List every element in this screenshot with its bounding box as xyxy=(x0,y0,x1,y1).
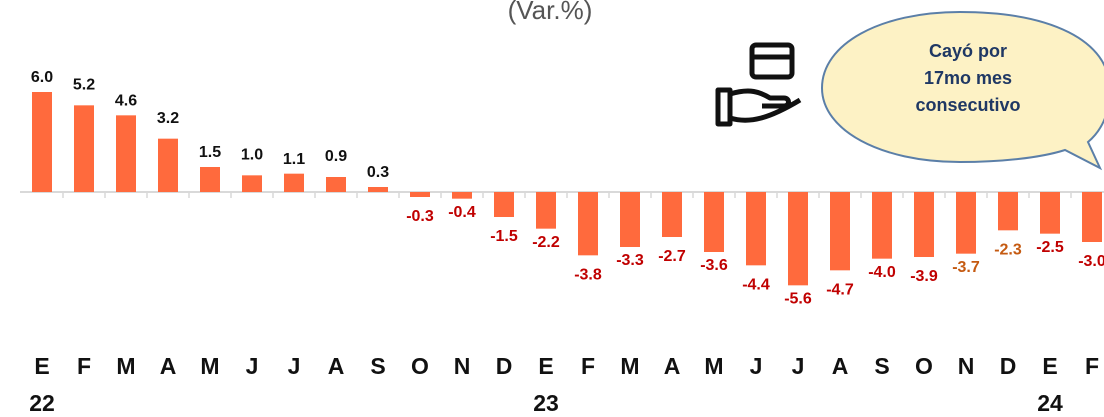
x-tick-label: E xyxy=(1042,353,1057,379)
x-tick-label: A xyxy=(832,353,849,379)
x-tick-label: M xyxy=(704,353,723,379)
bar xyxy=(746,192,766,266)
x-tick-label: F xyxy=(1085,353,1099,379)
value-label: 5.2 xyxy=(73,77,95,94)
bar xyxy=(788,192,808,286)
x-tick-label: D xyxy=(496,353,513,379)
value-label: -2.2 xyxy=(532,234,560,251)
value-label: 1.5 xyxy=(199,144,221,161)
value-label: -3.3 xyxy=(616,252,644,269)
bar xyxy=(998,192,1018,231)
bar xyxy=(116,115,136,192)
bar xyxy=(620,192,640,247)
x-tick-label: S xyxy=(370,353,385,379)
value-label: 1.0 xyxy=(241,147,263,164)
value-label: -3.9 xyxy=(910,268,938,285)
bar xyxy=(914,192,934,257)
value-label: -4.0 xyxy=(868,264,896,281)
bar xyxy=(368,187,388,192)
x-tick-label: E xyxy=(34,353,49,379)
value-label: 6.0 xyxy=(31,69,53,86)
bar xyxy=(494,192,514,217)
value-label: 0.3 xyxy=(367,164,389,181)
chart-title: (Var.%) xyxy=(508,0,593,25)
x-tick-label: J xyxy=(246,353,259,379)
year-label: 24 xyxy=(1037,390,1063,416)
x-tick-label: O xyxy=(915,353,933,379)
bar xyxy=(200,167,220,192)
value-label: -3.0 xyxy=(1078,253,1104,270)
value-label: -0.3 xyxy=(406,208,434,225)
bar xyxy=(158,138,178,192)
bar xyxy=(704,192,724,252)
card-hand-icon xyxy=(715,42,802,127)
x-tick-label: O xyxy=(411,353,429,379)
x-tick-label: F xyxy=(77,353,91,379)
value-label: -3.7 xyxy=(952,259,980,276)
bar xyxy=(452,192,472,199)
bar xyxy=(1040,192,1060,234)
value-label: -1.5 xyxy=(490,228,518,245)
bar xyxy=(830,192,850,271)
value-label: 3.2 xyxy=(157,110,179,127)
x-tick-label: M xyxy=(116,353,135,379)
x-tick-label: M xyxy=(200,353,219,379)
value-label: 0.9 xyxy=(325,148,347,165)
x-tick-label: S xyxy=(874,353,889,379)
x-tick-label: D xyxy=(1000,353,1017,379)
bar xyxy=(326,177,346,192)
bar xyxy=(662,192,682,237)
bar xyxy=(242,175,262,192)
bar xyxy=(410,192,430,197)
x-tick-label: J xyxy=(288,353,301,379)
value-label: -0.4 xyxy=(448,204,476,221)
bar xyxy=(284,173,304,192)
x-tick-label: N xyxy=(454,353,471,379)
x-tick-label: F xyxy=(581,353,595,379)
bar xyxy=(74,105,94,192)
value-label: -4.7 xyxy=(826,282,854,299)
x-tick-label: J xyxy=(750,353,763,379)
year-label: 22 xyxy=(29,390,55,416)
bar xyxy=(536,192,556,229)
x-tick-label: M xyxy=(620,353,639,379)
value-label: -5.6 xyxy=(784,291,812,308)
year-label: 23 xyxy=(533,390,559,416)
x-tick-label: A xyxy=(160,353,177,379)
value-label: -3.8 xyxy=(574,267,602,284)
value-label: -2.3 xyxy=(994,242,1022,259)
x-tick-label: A xyxy=(328,353,345,379)
callout-text: consecutivo xyxy=(915,95,1020,115)
value-label: -3.6 xyxy=(700,257,728,274)
bar xyxy=(872,192,892,259)
bar xyxy=(956,192,976,254)
value-label: -2.5 xyxy=(1036,239,1064,256)
callout-text: 17mo mes xyxy=(924,68,1012,88)
callout-text: Cayó por xyxy=(929,41,1007,61)
value-label: 4.6 xyxy=(115,93,137,110)
x-tick-label: A xyxy=(664,353,681,379)
x-tick-label: N xyxy=(958,353,975,379)
bar xyxy=(578,192,598,256)
bar xyxy=(1082,192,1102,242)
x-tick-label: J xyxy=(792,353,805,379)
x-tick-label: E xyxy=(538,353,553,379)
value-label: -4.4 xyxy=(742,277,770,294)
value-label: -2.7 xyxy=(658,248,686,265)
bar xyxy=(32,92,52,192)
value-label: 1.1 xyxy=(283,151,305,168)
callout-bubble xyxy=(820,10,1104,171)
